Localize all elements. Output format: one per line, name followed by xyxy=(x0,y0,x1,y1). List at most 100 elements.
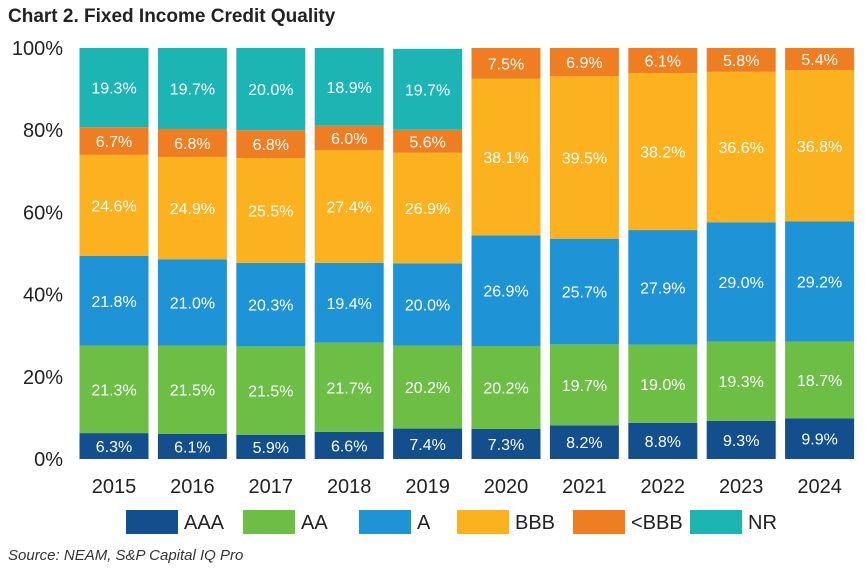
y-tick-label: 100% xyxy=(12,38,63,60)
legend-swatch xyxy=(690,510,742,534)
data-label: 5.4% xyxy=(801,52,837,69)
y-axis: 0% 20% 40% 60% 80% 100% xyxy=(12,38,63,471)
bar-segment-a xyxy=(549,238,619,345)
bar-segment-aaa xyxy=(471,428,541,459)
bar-segment-a xyxy=(236,262,306,347)
bar-segment-bbb xyxy=(785,70,855,222)
bar-segment-nr xyxy=(79,48,149,128)
data-label: 24.9% xyxy=(170,201,215,218)
data-label: 6.1% xyxy=(645,54,681,71)
bar-segment-nr xyxy=(236,48,306,131)
data-label: 9.9% xyxy=(801,432,837,449)
data-label: 19.7% xyxy=(562,378,607,395)
x-axis: 2015 2016 2017 2018 2019 2020 2021 2022 2023 2024 xyxy=(92,476,842,498)
bar-segment-aa xyxy=(785,341,855,419)
bar-segment-aaa xyxy=(706,420,776,459)
data-label: 39.5% xyxy=(562,151,607,168)
data-label: 18.9% xyxy=(327,80,372,97)
legend-swatch xyxy=(243,510,295,534)
bar-segment-aa xyxy=(393,345,463,429)
bar-stack-2020: 7.3% 20.2% 26.9% 38.1% 7.5% xyxy=(471,48,541,459)
data-label: 38.1% xyxy=(483,150,528,167)
y-tick-label: 80% xyxy=(23,120,63,142)
bar-segment-bbb xyxy=(706,71,776,223)
bar-segment-below-bbb xyxy=(628,48,698,74)
source-note: Source: NEAM, S&P Capital IQ Pro xyxy=(8,547,244,564)
bar-segment-below-bbb xyxy=(785,48,855,71)
bar-segment-a xyxy=(157,259,227,346)
stacked-bar-chart: 0%20%40%60%80%100% 6.3%21.3%21.8%24.6%6.… xyxy=(12,38,855,534)
legend-label: AA xyxy=(301,512,328,534)
data-label: 19.4% xyxy=(327,296,372,313)
bar-segment-below-bbb xyxy=(314,125,384,151)
data-label: 21.5% xyxy=(170,383,215,400)
data-label: 19.3% xyxy=(91,81,136,98)
data-label: 20.0% xyxy=(405,297,450,314)
y-tick-label: 20% xyxy=(23,367,63,389)
bar-stack-2018: 6.6% 21.7% 19.4% 27.4% 6.0% 18.9% xyxy=(314,48,384,459)
bar-segment-aaa xyxy=(236,434,306,459)
legend-item: AAA xyxy=(126,510,225,534)
data-label: 20.0% xyxy=(248,82,293,99)
legend-swatch xyxy=(359,510,411,534)
bar-segment-bbb xyxy=(314,150,384,263)
bar-segment-a xyxy=(471,235,541,346)
bar-segment-bbb xyxy=(628,73,698,231)
bars: 6.3% 21.3% 21.8% 24.6% 6.7% 19.3% 6.1% 21.5% 21.… xyxy=(79,48,855,459)
bar-segment-a xyxy=(79,255,149,346)
bar-segment-aa xyxy=(706,341,776,421)
y-tick-label: 0% xyxy=(34,449,63,471)
data-label: 6.3% xyxy=(96,439,132,456)
legend-label: BBB xyxy=(515,512,555,534)
data-label: 21.5% xyxy=(248,384,293,401)
bar-segment-a xyxy=(314,262,384,343)
data-label: 25.7% xyxy=(562,285,607,302)
bar-segment-aaa xyxy=(314,431,384,459)
legend-item: A xyxy=(359,510,431,534)
data-label: 8.8% xyxy=(645,434,681,451)
legend-item: AA xyxy=(243,510,328,534)
bar-segment-aaa xyxy=(628,422,698,459)
data-label: 7.3% xyxy=(488,437,524,454)
bar-segment-aaa xyxy=(549,425,619,459)
data-label: 21.8% xyxy=(91,294,136,311)
data-label: 25.5% xyxy=(248,204,293,221)
bar-segment-below-bbb xyxy=(236,130,306,159)
bar-segment-bbb xyxy=(236,158,306,263)
x-tick-label: 2023 xyxy=(719,476,764,498)
bar-stack-2016: 6.1% 21.5% 21.0% 24.9% 6.8% 19.7% xyxy=(157,48,227,459)
data-label: 6.6% xyxy=(331,438,367,455)
data-label: 29.0% xyxy=(719,275,764,292)
data-label: 27.4% xyxy=(327,200,372,217)
bar-segment-aa xyxy=(314,342,384,432)
data-label: 19.3% xyxy=(719,374,764,391)
bar-segment-below-bbb xyxy=(79,127,149,155)
x-tick-label: 2020 xyxy=(484,476,529,498)
data-label: 5.8% xyxy=(723,53,759,70)
data-label: 19.0% xyxy=(640,377,685,394)
bar-segment-a xyxy=(785,221,855,342)
bar-segment-bbb xyxy=(471,78,541,236)
data-label: 6.1% xyxy=(174,439,210,456)
data-label: 21.0% xyxy=(170,295,215,312)
bar-segment-bbb xyxy=(549,76,619,239)
x-tick-label: 2021 xyxy=(562,476,607,498)
x-tick-label: 2018 xyxy=(327,476,372,498)
legend-label: NR xyxy=(748,512,777,534)
bar-segment-aa xyxy=(549,344,619,426)
x-tick-label: 2024 xyxy=(797,476,842,498)
x-tick-label: 2019 xyxy=(405,476,450,498)
bar-segment-below-bbb xyxy=(157,128,227,157)
bar-segment-aaa xyxy=(79,433,149,459)
data-label: 26.9% xyxy=(483,284,528,301)
data-label: 8.2% xyxy=(566,435,602,452)
bar-segment-nr xyxy=(314,48,384,126)
legend-label: <BBB xyxy=(631,512,683,534)
bar-segment-below-bbb xyxy=(549,48,619,77)
legend-swatch xyxy=(457,510,509,534)
data-label: 36.8% xyxy=(797,139,842,156)
y-tick-label: 60% xyxy=(23,202,63,224)
bar-segment-below-bbb xyxy=(706,48,776,72)
legend-swatch xyxy=(126,510,178,534)
bar-segment-a xyxy=(706,222,776,342)
